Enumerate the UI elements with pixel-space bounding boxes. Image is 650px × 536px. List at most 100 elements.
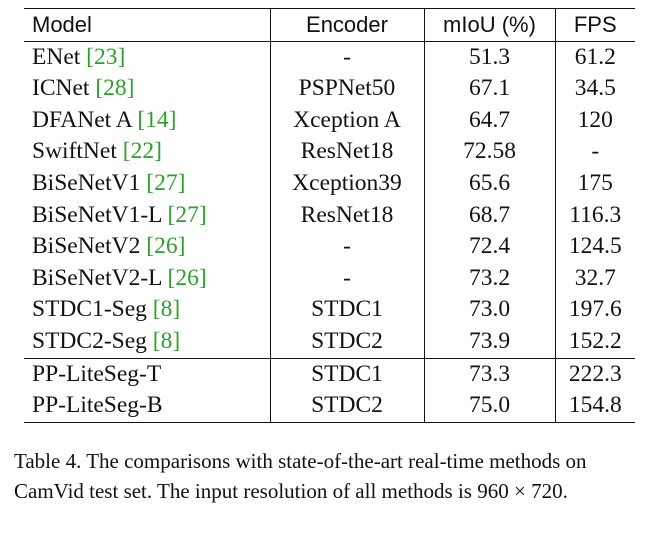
citation-number: 14 <box>145 106 169 133</box>
citation-number: 8 <box>160 296 173 323</box>
results-table: Model Encoder mIoU (%) FPS ENet [23] -51.… <box>24 8 635 423</box>
model-cell: BiSeNetV1-L [27] <box>24 200 270 232</box>
header-model: Model <box>32 12 92 37</box>
citation-number: 8 <box>160 327 173 354</box>
encoder-cell: - <box>269 231 424 263</box>
citation-link[interactable]: [8] <box>152 296 181 323</box>
table-row: DFANet A [14] Xception A 64.7 120 <box>24 104 635 137</box>
fps-cell: 197.6 <box>554 294 635 326</box>
model-cell: SwiftNet [22] <box>24 136 270 168</box>
table-row-ours: PP-LiteSeg-T STDC1 73.3 222.3 <box>24 358 635 391</box>
miou-cell: 75.0 <box>423 390 555 423</box>
model-cell: STDC1-Seg [8] <box>24 294 270 326</box>
miou-cell: 73.9 <box>423 325 555 359</box>
miou-cell: 73.2 <box>423 262 555 295</box>
fps-cell: 175 <box>554 167 635 200</box>
citation-link[interactable]: [14] <box>137 106 177 133</box>
fps-cell: 116.3 <box>554 199 635 232</box>
fps-cell: 61.2 <box>554 41 635 74</box>
model-cell: DFANet A [14] <box>24 105 270 137</box>
citation-link[interactable]: [27] <box>146 169 186 196</box>
citation-link[interactable]: [8] <box>152 327 181 354</box>
miou-cell: 65.6 <box>423 167 555 200</box>
model-name: SwiftNet <box>32 138 117 165</box>
encoder-cell: STDC1 <box>269 358 424 391</box>
encoder-cell: - <box>269 41 424 74</box>
citation-number: 23 <box>94 43 118 70</box>
table-row: STDC1-Seg [8] STDC1 73.0 197.6 <box>24 294 635 326</box>
model-name: STDC1-Seg <box>32 296 147 323</box>
encoder-cell: Xception39 <box>269 167 424 200</box>
model-name: BiSeNetV2 <box>32 233 141 260</box>
model-cell: BiSeNetV2-L [26] <box>24 263 270 295</box>
encoder-cell: PSPNet50 <box>269 73 424 105</box>
header-fps: FPS <box>554 8 635 42</box>
citation-link[interactable]: [22] <box>122 138 162 165</box>
encoder-cell: Xception A <box>269 104 424 137</box>
model-name: STDC2-Seg <box>32 327 147 354</box>
miou-cell: 67.1 <box>423 73 555 105</box>
citation-number: 27 <box>154 169 178 196</box>
fps-cell: 32.7 <box>554 262 635 295</box>
miou-cell: 68.7 <box>423 199 555 232</box>
table-row: ICNet [28] PSPNet50 67.1 34.5 <box>24 73 635 105</box>
citation-link[interactable]: [26] <box>146 233 186 260</box>
table-caption: Table 4. The comparisons with state-of-t… <box>14 449 587 503</box>
encoder-cell: STDC2 <box>269 325 424 359</box>
fps-cell: - <box>554 136 635 168</box>
model-name: DFANet A <box>32 106 132 133</box>
table-row-ours: PP-LiteSeg-B STDC2 75.0 154.8 <box>24 390 635 423</box>
fps-cell: 222.3 <box>554 358 635 391</box>
model-name: BiSeNetV1 <box>32 169 141 196</box>
table-row: BiSeNetV1 [27] Xception39 65.6 175 <box>24 167 635 200</box>
miou-cell: 72.4 <box>423 231 555 263</box>
miou-cell: 72.58 <box>423 136 555 168</box>
citation-number: 28 <box>103 75 127 102</box>
baseline-rows: ENet [23] -51.3 61.2 ICNet [28] PSPNet50 67.1… <box>24 41 635 359</box>
encoder-cell: - <box>269 262 424 295</box>
model-name: BiSeNetV2-L <box>32 264 162 291</box>
header-encoder: Encoder <box>269 8 424 42</box>
model-name: ICNet <box>32 75 90 102</box>
table-row: BiSeNetV2 [26] -72.4 124.5 <box>24 231 635 263</box>
miou-cell: 51.3 <box>423 41 555 74</box>
model-name: ENet <box>32 43 81 70</box>
ours-rows: PP-LiteSeg-T STDC1 73.3 222.3 PP-LiteSeg-B ST… <box>24 358 635 423</box>
header-miou: mIoU (%) <box>423 8 555 42</box>
citation-number: 22 <box>130 138 155 165</box>
citation-number: 27 <box>175 201 199 228</box>
citation-number: 26 <box>154 233 178 260</box>
encoder-cell: ResNet18 <box>269 199 424 232</box>
fps-cell: 154.8 <box>554 390 635 423</box>
encoder-cell: STDC1 <box>269 294 424 326</box>
table-row: ENet [23] -51.3 61.2 <box>24 41 635 74</box>
citation-link[interactable]: [28] <box>95 75 135 102</box>
citation-number: 26 <box>175 264 199 291</box>
encoder-cell: ResNet18 <box>269 136 424 168</box>
miou-cell: 73.0 <box>423 294 555 326</box>
citation-link[interactable]: [27] <box>167 201 207 228</box>
table-row: STDC2-Seg [8] STDC2 73.9 152.2 <box>24 325 635 359</box>
table-header-row: Model Encoder mIoU (%) FPS <box>24 8 635 42</box>
model-cell: ENet [23] <box>24 41 270 73</box>
table-row: SwiftNet [22] ResNet18 72.58- <box>24 136 635 168</box>
citation-link[interactable]: [26] <box>167 264 207 291</box>
fps-cell: 34.5 <box>554 73 635 105</box>
model-cell: BiSeNetV2 [26] <box>24 231 270 263</box>
table-row: BiSeNetV1-L [27] ResNet18 68.7 116.3 <box>24 199 635 232</box>
miou-cell: 73.3 <box>423 358 555 391</box>
miou-cell: 64.7 <box>423 104 555 137</box>
encoder-cell: STDC2 <box>269 390 424 423</box>
table-row: BiSeNetV2-L [26] -73.2 32.7 <box>24 262 635 295</box>
model-cell: PP-LiteSeg-B <box>32 392 163 419</box>
model-cell: PP-LiteSeg-T <box>32 360 162 387</box>
model-cell: STDC2-Seg [8] <box>24 326 270 358</box>
model-name: BiSeNetV1-L <box>32 201 162 228</box>
fps-cell: 152.2 <box>554 325 635 359</box>
model-cell: BiSeNetV1 [27] <box>24 168 270 200</box>
citation-link[interactable]: [23] <box>86 43 126 70</box>
fps-cell: 124.5 <box>554 231 635 263</box>
model-cell: ICNet [28] <box>24 73 270 105</box>
fps-cell: 120 <box>554 104 635 137</box>
